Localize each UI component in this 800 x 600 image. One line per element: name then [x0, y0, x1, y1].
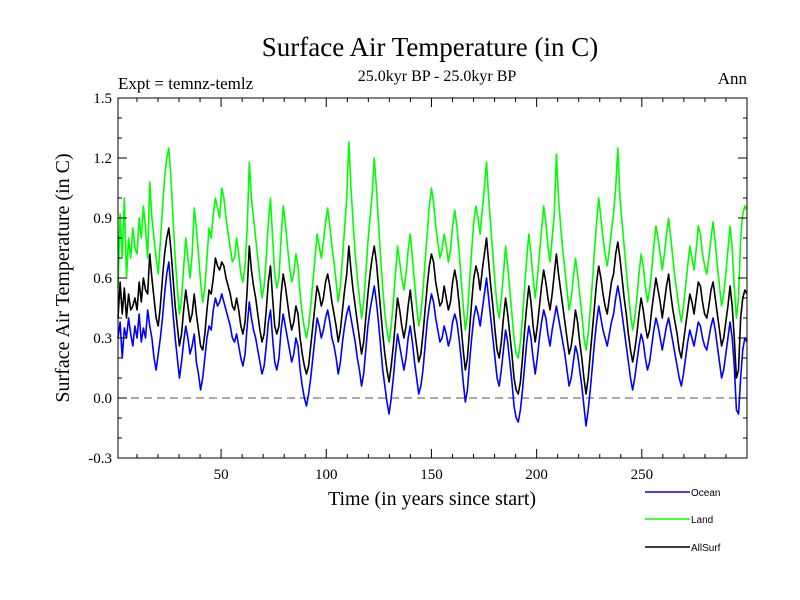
y-tick-label: -0.3: [88, 451, 112, 467]
x-tick-label: 150: [420, 467, 443, 483]
y-tick-label: 0.3: [93, 331, 112, 347]
x-axis-label: Time (in years since start): [328, 488, 536, 510]
y-tick-label: 0.0: [93, 391, 112, 407]
y-tick-label: 0.9: [93, 211, 112, 227]
season-label: Ann: [718, 69, 748, 88]
legend-label-land: Land: [691, 515, 713, 526]
expt-label: Expt = temnz-temlz: [118, 74, 254, 93]
x-tick-label: 250: [631, 467, 654, 483]
x-tick-label: 100: [315, 467, 338, 483]
series-layer: [117, 141, 748, 427]
legend-label-allsurf: AllSurf: [691, 543, 721, 554]
y-axis-label: Surface Air Temperature (in C): [52, 153, 74, 402]
series-line-land: [117, 141, 748, 359]
y-tick-label: 0.6: [93, 271, 112, 287]
x-tick-label: 50: [214, 467, 229, 483]
plot-frame: [117, 97, 748, 459]
x-tick-label: 200: [525, 467, 548, 483]
axis-layer: 50 100 150 200 250 -0.3 0.0 0.3 0.6 0.9 1.2 1.5: [88, 91, 748, 483]
series-line-ocean: [117, 261, 748, 427]
chart-title: Surface Air Temperature (in C): [262, 32, 599, 62]
legend: Ocean Land AllSurf: [645, 488, 721, 554]
chart-subtitle: 25.0kyr BP - 25.0kyr BP: [358, 68, 517, 85]
series-line-allsurf: [117, 227, 748, 395]
y-tick-label: 1.2: [93, 151, 112, 167]
y-tick-label: 1.5: [93, 91, 112, 107]
legend-label-ocean: Ocean: [691, 488, 720, 499]
